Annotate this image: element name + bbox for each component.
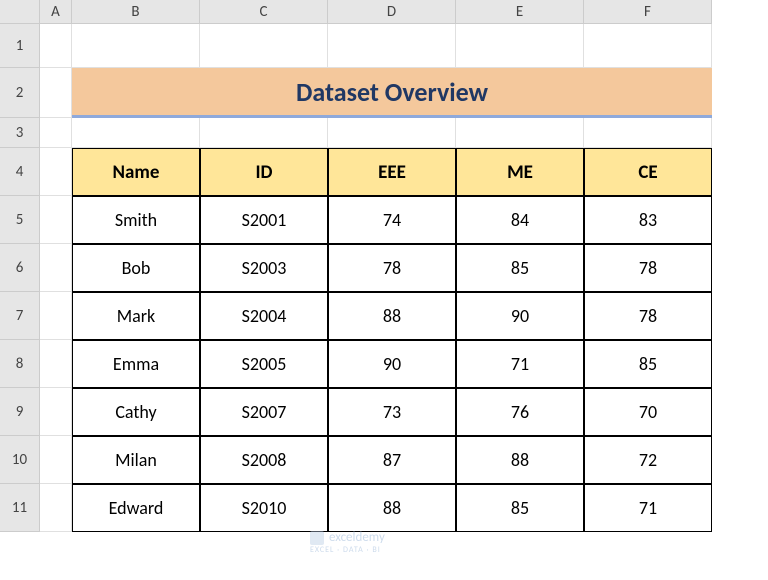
cell-A9[interactable]: [40, 388, 72, 436]
table-cell[interactable]: Milan: [72, 436, 200, 484]
cell-B1[interactable]: [72, 24, 200, 68]
watermark: exceldemy EXCEL · DATA · BI: [310, 530, 385, 555]
table-cell[interactable]: S2001: [200, 196, 328, 244]
table-cell[interactable]: 88: [328, 484, 456, 532]
table-cell[interactable]: S2005: [200, 340, 328, 388]
table-cell[interactable]: 83: [584, 196, 712, 244]
table-header-eee[interactable]: EEE: [328, 148, 456, 196]
table-cell[interactable]: 85: [456, 484, 584, 532]
table-cell[interactable]: 72: [584, 436, 712, 484]
row-header-5[interactable]: 5: [0, 196, 40, 244]
table-cell[interactable]: 78: [584, 244, 712, 292]
table-cell[interactable]: Bob: [72, 244, 200, 292]
table-cell[interactable]: S2007: [200, 388, 328, 436]
grid-corner: [0, 0, 40, 24]
table-cell[interactable]: 78: [584, 292, 712, 340]
cell-B3[interactable]: [72, 118, 200, 148]
cell-E1[interactable]: [456, 24, 584, 68]
table-cell[interactable]: Mark: [72, 292, 200, 340]
column-header-F[interactable]: F: [584, 0, 712, 24]
title-cell: Dataset Overview: [72, 68, 712, 118]
watermark-icon: [310, 531, 324, 545]
column-header-E[interactable]: E: [456, 0, 584, 24]
row-header-6[interactable]: 6: [0, 244, 40, 292]
table-cell[interactable]: 84: [456, 196, 584, 244]
table-cell[interactable]: 87: [328, 436, 456, 484]
cell-C1[interactable]: [200, 24, 328, 68]
table-header-id[interactable]: ID: [200, 148, 328, 196]
watermark-text: exceldemy: [329, 530, 385, 545]
table-cell[interactable]: 90: [456, 292, 584, 340]
table-cell[interactable]: 85: [456, 244, 584, 292]
table-cell[interactable]: 73: [328, 388, 456, 436]
table-header-ce[interactable]: CE: [584, 148, 712, 196]
table-cell[interactable]: 90: [328, 340, 456, 388]
row-header-4[interactable]: 4: [0, 148, 40, 196]
table-cell[interactable]: Emma: [72, 340, 200, 388]
cell-C3[interactable]: [200, 118, 328, 148]
cell-F3[interactable]: [584, 118, 712, 148]
table-cell[interactable]: 70: [584, 388, 712, 436]
cell-F1[interactable]: [584, 24, 712, 68]
row-header-11[interactable]: 11: [0, 484, 40, 532]
row-header-2[interactable]: 2: [0, 68, 40, 118]
row-header-3[interactable]: 3: [0, 118, 40, 148]
title-text: Dataset Overview: [296, 76, 488, 108]
row-header-7[interactable]: 7: [0, 292, 40, 340]
table-cell[interactable]: Cathy: [72, 388, 200, 436]
table-cell[interactable]: Edward: [72, 484, 200, 532]
spreadsheet-grid: ABCDEF 12 Dataset Overview 34 NameIDEEEMECE 5…: [0, 0, 768, 532]
table-cell[interactable]: Smith: [72, 196, 200, 244]
table-cell[interactable]: S2004: [200, 292, 328, 340]
cell-A10[interactable]: [40, 436, 72, 484]
table-cell[interactable]: 85: [584, 340, 712, 388]
watermark-sub: EXCEL · DATA · BI: [310, 545, 385, 555]
cell-D1[interactable]: [328, 24, 456, 68]
cell-E3[interactable]: [456, 118, 584, 148]
table-cell[interactable]: 78: [328, 244, 456, 292]
cell-D3[interactable]: [328, 118, 456, 148]
cell-A11[interactable]: [40, 484, 72, 532]
table-cell[interactable]: S2010: [200, 484, 328, 532]
cell-A1[interactable]: [40, 24, 72, 68]
column-header-C[interactable]: C: [200, 0, 328, 24]
table-cell[interactable]: 88: [328, 292, 456, 340]
table-cell[interactable]: 71: [584, 484, 712, 532]
cell-A3[interactable]: [40, 118, 72, 148]
table-header-me[interactable]: ME: [456, 148, 584, 196]
table-cell[interactable]: S2008: [200, 436, 328, 484]
cell-A2[interactable]: [40, 68, 72, 118]
cell-A6[interactable]: [40, 244, 72, 292]
table-cell[interactable]: 71: [456, 340, 584, 388]
table-cell[interactable]: 76: [456, 388, 584, 436]
cell-A7[interactable]: [40, 292, 72, 340]
table-header-name[interactable]: Name: [72, 148, 200, 196]
row-header-8[interactable]: 8: [0, 340, 40, 388]
row-header-10[interactable]: 10: [0, 436, 40, 484]
row-header-1[interactable]: 1: [0, 24, 40, 68]
table-cell[interactable]: 74: [328, 196, 456, 244]
row-header-9[interactable]: 9: [0, 388, 40, 436]
table-cell[interactable]: S2003: [200, 244, 328, 292]
cell-A4[interactable]: [40, 148, 72, 196]
column-header-D[interactable]: D: [328, 0, 456, 24]
column-header-A[interactable]: A: [40, 0, 72, 24]
table-cell[interactable]: 88: [456, 436, 584, 484]
cell-A5[interactable]: [40, 196, 72, 244]
column-header-B[interactable]: B: [72, 0, 200, 24]
cell-A8[interactable]: [40, 340, 72, 388]
